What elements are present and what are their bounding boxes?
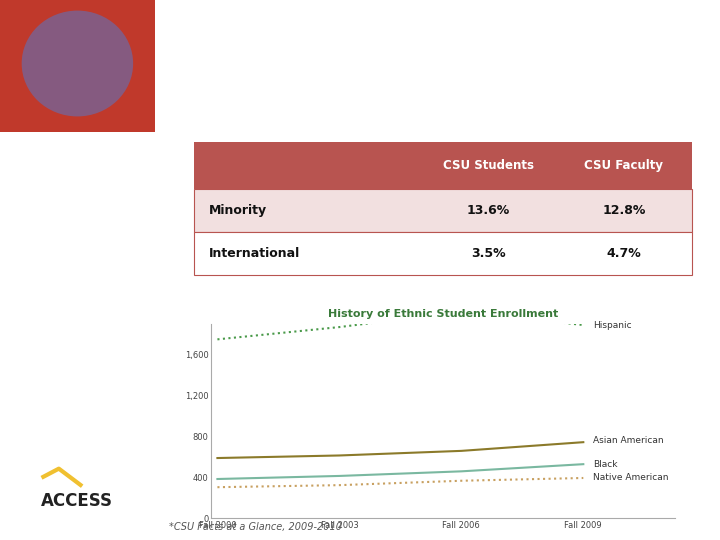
Title: History of Ethnic Student Enrollment: History of Ethnic Student Enrollment <box>328 309 558 319</box>
Text: 4.7%: 4.7% <box>606 247 642 260</box>
Text: Black: Black <box>593 460 618 469</box>
Text: Hispanic: Hispanic <box>593 321 631 329</box>
Bar <box>194 143 692 190</box>
Text: Native American: Native American <box>593 474 669 482</box>
Text: Ethnicity & Culture*: Ethnicity & Culture* <box>176 47 622 85</box>
Bar <box>194 232 692 275</box>
Text: CSU Faculty: CSU Faculty <box>585 159 663 172</box>
Text: Minority: Minority <box>209 204 266 217</box>
Text: *CSU Facts at a Glance, 2009-2010: *CSU Facts at a Glance, 2009-2010 <box>169 522 342 532</box>
Text: Asian American: Asian American <box>593 436 664 444</box>
Ellipse shape <box>22 11 133 117</box>
Text: 3.5%: 3.5% <box>471 247 505 260</box>
Text: International: International <box>209 247 300 260</box>
Text: ACCESS: ACCESS <box>42 492 114 510</box>
Text: CSU Students: CSU Students <box>443 159 534 172</box>
Text: 12.8%: 12.8% <box>602 204 646 217</box>
Bar <box>194 190 692 232</box>
Text: 13.6%: 13.6% <box>467 204 510 217</box>
Bar <box>0 0 155 132</box>
